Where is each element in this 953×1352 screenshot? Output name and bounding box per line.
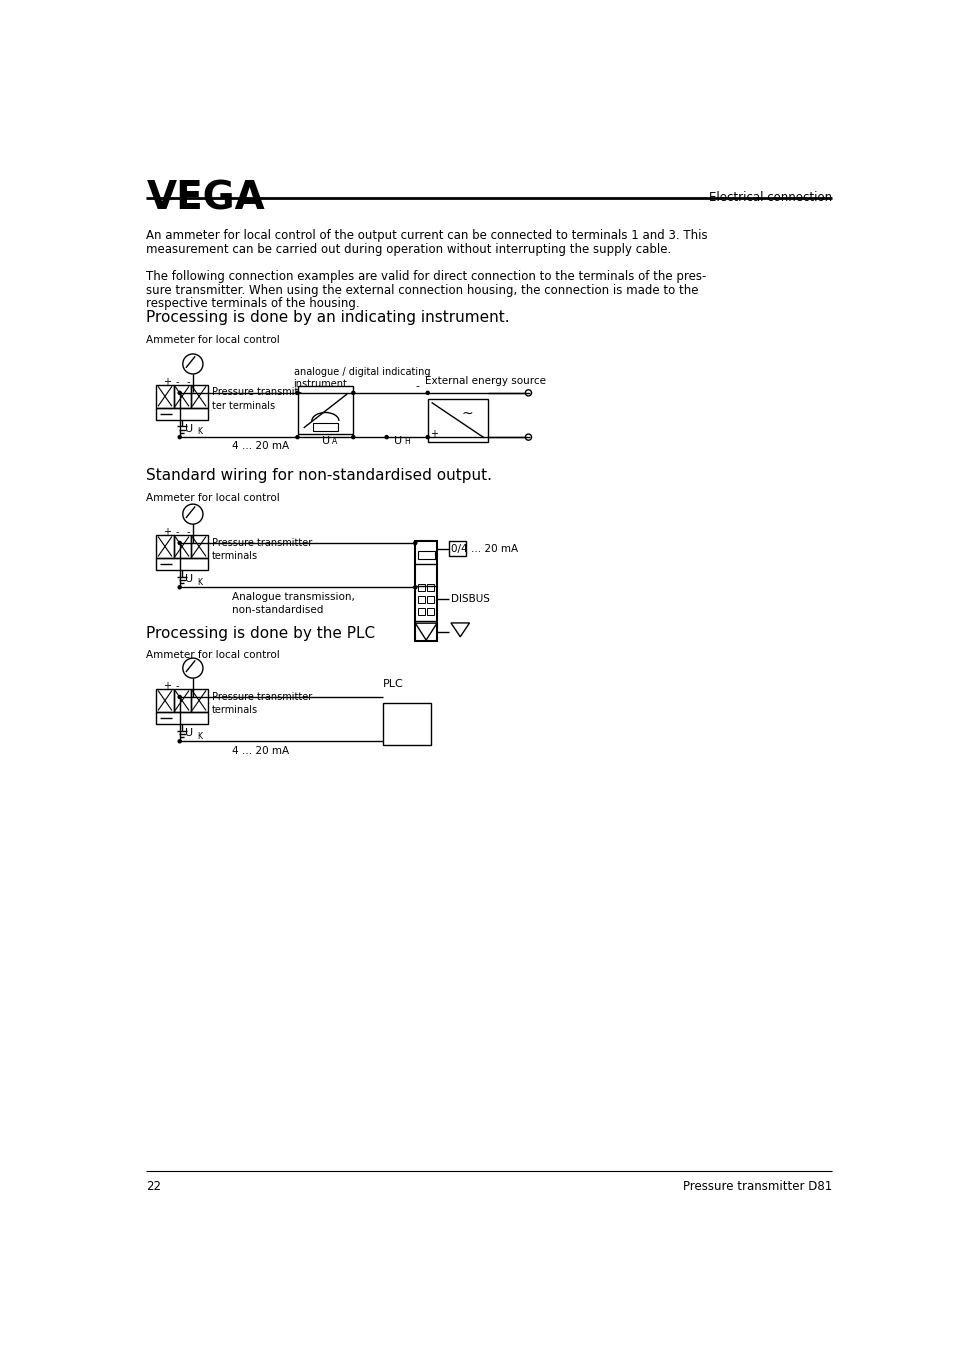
Text: H: H	[404, 437, 410, 446]
Circle shape	[426, 435, 429, 438]
Text: DISBUS: DISBUS	[451, 594, 489, 604]
Bar	[191, 385, 208, 408]
Circle shape	[178, 435, 181, 438]
Circle shape	[178, 391, 181, 395]
Text: U: U	[185, 425, 193, 434]
Bar	[156, 385, 173, 408]
Bar	[191, 690, 208, 713]
Text: Analogue transmission,: Analogue transmission,	[232, 592, 355, 602]
Bar	[417, 584, 424, 591]
Circle shape	[414, 541, 416, 545]
Text: Pressure transmit-: Pressure transmit-	[212, 388, 302, 397]
Circle shape	[414, 585, 416, 589]
Text: U: U	[185, 575, 193, 584]
Bar	[156, 690, 173, 713]
Text: instrument: instrument	[294, 379, 347, 388]
Circle shape	[385, 435, 388, 438]
Text: Electrical connection: Electrical connection	[708, 191, 831, 204]
Bar	[191, 535, 208, 558]
Text: Ammeter for local control: Ammeter for local control	[146, 335, 280, 345]
Text: sure transmitter. When using the external connection housing, the connection is : sure transmitter. When using the externa…	[146, 284, 699, 296]
Text: Standard wiring for non-standardised output.: Standard wiring for non-standardised out…	[146, 468, 492, 483]
Text: -: -	[187, 377, 190, 387]
Bar	[382, 703, 431, 745]
Text: Ammeter for local control: Ammeter for local control	[146, 650, 280, 660]
Bar	[297, 387, 353, 434]
Text: +: +	[162, 527, 171, 537]
Text: -: -	[416, 381, 419, 391]
Bar	[427, 608, 434, 615]
Text: U: U	[321, 435, 330, 446]
Circle shape	[178, 695, 181, 699]
Circle shape	[295, 391, 298, 395]
Bar	[448, 541, 465, 557]
Text: -: -	[174, 377, 178, 387]
Text: Processing is done by the PLC: Processing is done by the PLC	[146, 626, 375, 641]
Circle shape	[295, 435, 298, 438]
Bar	[427, 596, 434, 603]
Text: U: U	[185, 729, 193, 738]
Text: terminals: terminals	[212, 552, 258, 561]
Text: -: -	[174, 681, 178, 691]
Text: 4 … 20 mA: 4 … 20 mA	[232, 441, 289, 452]
Text: Pressure transmitter D81: Pressure transmitter D81	[682, 1180, 831, 1194]
Text: measurement can be carried out during operation without interrupting the supply : measurement can be carried out during op…	[146, 243, 671, 256]
Text: A: A	[332, 437, 336, 446]
Text: U: U	[394, 435, 402, 446]
Circle shape	[178, 740, 181, 742]
Bar	[427, 584, 434, 591]
Text: External energy source: External energy source	[425, 376, 546, 385]
Text: ter terminals: ter terminals	[212, 402, 275, 411]
Text: Pressure transmitter: Pressure transmitter	[212, 692, 313, 702]
Text: +: +	[162, 681, 171, 691]
Text: 4 … 20 mA: 4 … 20 mA	[232, 746, 289, 756]
Text: respective terminals of the housing.: respective terminals of the housing.	[146, 297, 359, 310]
Text: ~: ~	[460, 407, 473, 420]
Text: -: -	[174, 527, 178, 537]
Bar	[173, 690, 191, 713]
Text: non-standardised: non-standardised	[232, 606, 323, 615]
Text: PLC: PLC	[382, 679, 403, 690]
Circle shape	[352, 391, 355, 395]
Text: K: K	[196, 427, 201, 437]
Bar	[313, 423, 337, 431]
Text: Processing is done by an indicating instrument.: Processing is done by an indicating inst…	[146, 310, 510, 324]
Text: +: +	[430, 430, 437, 439]
Text: K: K	[196, 577, 201, 587]
Text: Pressure transmitter: Pressure transmitter	[212, 538, 313, 548]
Text: Ammeter for local control: Ammeter for local control	[146, 492, 280, 503]
Text: An ammeter for local control of the output current can be connected to terminals: An ammeter for local control of the outp…	[146, 230, 707, 242]
Bar	[427, 399, 488, 442]
Bar	[156, 713, 208, 725]
Bar	[417, 608, 424, 615]
Circle shape	[352, 435, 355, 438]
Text: analogue / digital indicating: analogue / digital indicating	[294, 366, 430, 377]
Bar	[156, 558, 208, 571]
Text: The following connection examples are valid for direct connection to the termina: The following connection examples are va…	[146, 270, 706, 283]
Bar	[415, 541, 436, 641]
Text: VEGA: VEGA	[146, 180, 265, 218]
Text: +: +	[162, 377, 171, 387]
Bar	[156, 408, 208, 420]
Bar	[156, 535, 173, 558]
Text: 0/4 … 20 mA: 0/4 … 20 mA	[451, 544, 517, 554]
Text: K: K	[196, 731, 201, 741]
Bar	[417, 596, 424, 603]
Circle shape	[426, 391, 429, 395]
Bar	[173, 535, 191, 558]
Text: 22: 22	[146, 1180, 161, 1194]
Bar	[173, 385, 191, 408]
Text: -: -	[187, 527, 190, 537]
Circle shape	[178, 585, 181, 589]
Bar	[417, 552, 435, 560]
Circle shape	[178, 541, 181, 545]
Text: terminals: terminals	[212, 706, 258, 715]
